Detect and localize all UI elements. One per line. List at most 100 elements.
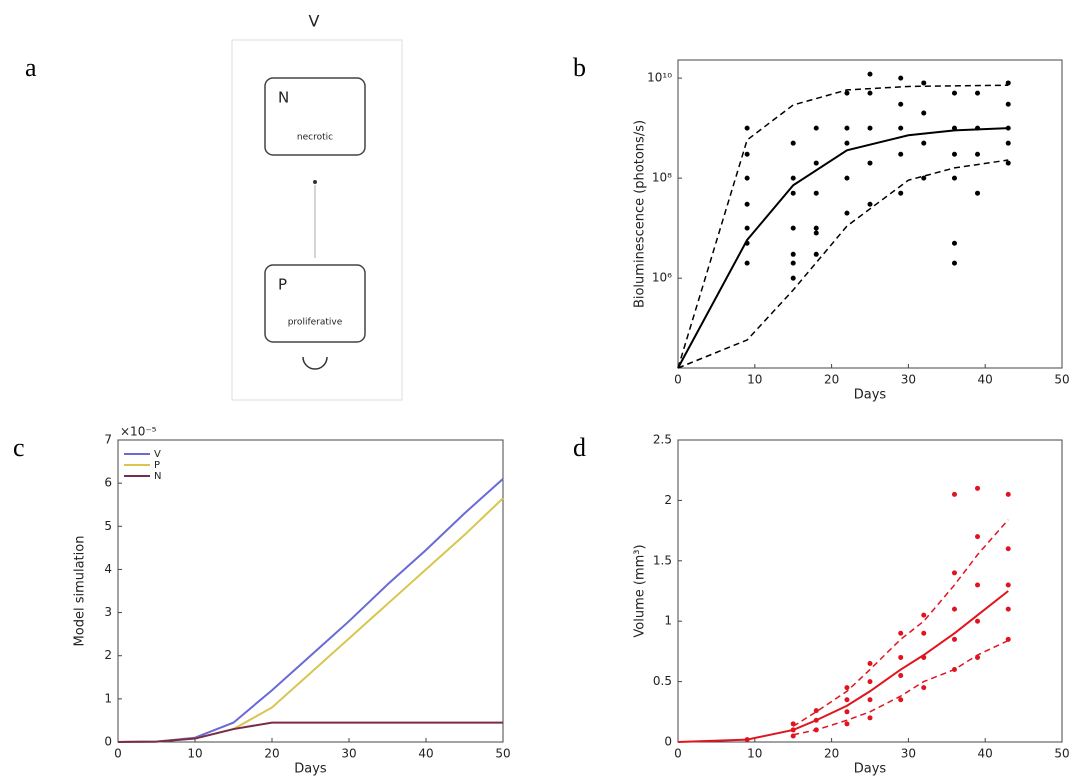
data-point (844, 685, 850, 691)
data-point (744, 260, 750, 266)
axes-frame (677, 439, 1063, 743)
data-point (1005, 491, 1011, 497)
x-tick-label: 20 (264, 747, 279, 761)
data-point (790, 190, 796, 196)
diagram-frame (231, 39, 403, 401)
panel-label: d (573, 433, 586, 462)
x-tick-label: 0 (674, 373, 682, 387)
data-point (790, 275, 796, 281)
data-point (867, 201, 873, 207)
data-point (813, 251, 819, 257)
panel-label: c (13, 433, 25, 462)
data-point (813, 225, 819, 231)
y-tick-label: 2.5 (653, 433, 672, 447)
data-point (951, 90, 957, 96)
y-axis-label: Bioluminescence (photons/s) (633, 120, 648, 308)
data-point (951, 240, 957, 246)
axes-frame (677, 59, 1063, 369)
data-point (844, 709, 850, 715)
data-point (921, 654, 927, 660)
data-point (790, 140, 796, 146)
data-point (1005, 582, 1011, 588)
panel-label: b (573, 53, 586, 82)
data-point (898, 630, 904, 636)
data-point (790, 251, 796, 257)
legend-label: P (154, 460, 160, 471)
data-point (1005, 606, 1011, 612)
node-text: necrotic (297, 133, 333, 143)
node-label: P (278, 276, 287, 294)
data-point (1005, 160, 1011, 166)
y-tick-label: 10⁸ (652, 171, 672, 185)
x-tick-label: 40 (978, 747, 993, 761)
arrow-head (313, 180, 317, 184)
x-tick-label: 10 (187, 747, 202, 761)
data-point (813, 125, 819, 131)
data-point (951, 175, 957, 181)
data-point (975, 485, 981, 491)
series-line (117, 497, 504, 743)
diagram-top: V (309, 12, 320, 31)
data-point (844, 125, 850, 131)
data-point (813, 708, 819, 714)
y-tick-label: 1.5 (653, 553, 672, 567)
x-axis-label: Days (854, 388, 887, 403)
node-box (264, 264, 366, 343)
x-axis-label: Days (294, 762, 327, 777)
panel-label: a (25, 53, 37, 82)
data-point (867, 679, 873, 685)
y-tick-label: 10¹⁰ (647, 71, 672, 85)
y-tick-label: 6 (104, 476, 112, 490)
data-point (921, 175, 927, 181)
data-point (975, 125, 981, 131)
x-tick-label: 0 (114, 747, 122, 761)
data-point (844, 140, 850, 146)
data-point (867, 71, 873, 77)
data-point (867, 660, 873, 666)
y-tick-label: 5 (104, 519, 112, 533)
data-point (844, 210, 850, 216)
data-point (744, 225, 750, 231)
data-point (951, 606, 957, 612)
data-point (975, 190, 981, 196)
x-tick-label: 40 (418, 747, 433, 761)
series-line (792, 519, 1009, 727)
data-point (867, 160, 873, 166)
x-axis-label: Days (854, 762, 887, 777)
data-point (867, 697, 873, 703)
data-point (975, 151, 981, 157)
data-point (921, 140, 927, 146)
series-line (677, 127, 1009, 369)
data-point (921, 685, 927, 691)
data-point (898, 75, 904, 81)
data-point (844, 175, 850, 181)
x-tick-label: 10 (747, 747, 762, 761)
data-point (921, 630, 927, 636)
legend-label: V (154, 449, 161, 460)
data-point (867, 90, 873, 96)
data-point (790, 175, 796, 181)
data-point (975, 618, 981, 624)
data-point (975, 90, 981, 96)
x-tick-label: 30 (341, 747, 356, 761)
data-point (951, 491, 957, 497)
data-point (1005, 636, 1011, 642)
node-text: proliferative (288, 318, 343, 328)
data-point (975, 654, 981, 660)
y-tick-label: 0 (664, 735, 672, 749)
data-point (744, 151, 750, 157)
x-tick-label: 20 (824, 747, 839, 761)
data-point (790, 733, 796, 739)
data-point (844, 697, 850, 703)
data-point (898, 673, 904, 679)
data-point (790, 260, 796, 266)
data-point (951, 151, 957, 157)
x-tick-label: 50 (1054, 747, 1069, 761)
axes-frame (117, 439, 504, 743)
data-point (790, 225, 796, 231)
data-point (898, 654, 904, 660)
data-point (813, 230, 819, 236)
y-tick-label: 7 (104, 433, 112, 447)
data-point (951, 570, 957, 576)
